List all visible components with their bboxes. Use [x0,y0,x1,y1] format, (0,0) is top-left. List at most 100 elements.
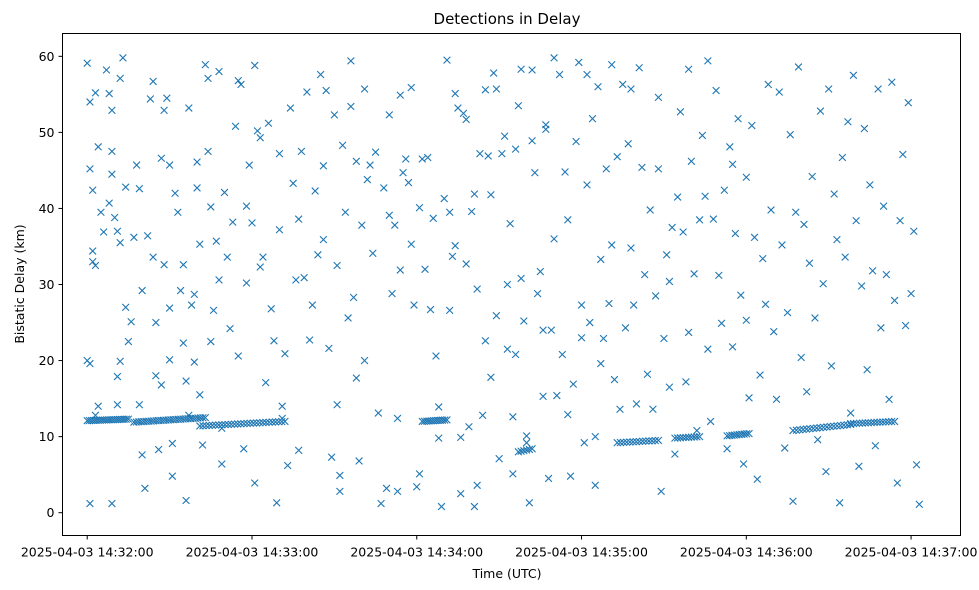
data-point-marker [250,61,259,70]
data-point-marker [676,108,685,116]
data-point-marker [481,85,490,94]
data-point-marker [753,475,762,484]
data-point-marker [456,433,465,442]
data-point-marker [243,419,251,428]
data-point-marker [542,125,550,134]
data-point-marker [344,314,352,322]
data-point-marker [157,154,166,163]
data-point-marker [462,115,470,124]
data-point-marker [882,270,891,279]
data-point-marker [855,419,864,428]
data-point-marker [618,80,627,89]
data-point-marker [775,88,784,96]
data-point-marker [539,326,547,334]
data-point-marker [459,109,468,118]
data-point-marker [580,438,589,447]
data-point-marker [528,445,536,453]
data-point-marker [591,432,600,441]
data-point-marker [812,424,821,432]
data-point-marker [86,98,94,106]
data-point-marker [849,419,858,428]
data-point-marker [679,228,687,236]
data-point-marker [709,215,718,223]
data-point-marker [252,419,261,427]
data-point-marker [632,400,641,408]
data-point-marker [91,261,100,270]
data-point-marker [873,418,881,427]
data-point-marker [583,181,591,189]
data-point-marker [887,417,896,426]
data-point-marker [336,471,344,480]
data-point-marker [525,445,534,454]
data-point-marker [783,308,792,317]
data-point-marker [907,289,915,298]
data-point-marker [275,225,284,234]
data-point-marker [415,470,424,478]
data-point-marker [558,350,567,359]
data-point-marker [83,59,92,67]
data-point-marker [840,421,848,429]
data-point-marker [138,451,146,459]
data-point-marker [113,400,122,409]
data-point-marker [473,481,481,490]
data-point-marker [723,445,731,453]
data-point-marker [256,133,265,142]
data-point-marker [94,143,102,151]
data-point-marker [165,304,174,312]
data-point-marker [805,259,814,267]
data-point-marker [97,208,105,217]
data-point-marker [374,409,383,417]
data-point-marker [149,253,157,261]
data-point-marker [514,101,523,110]
data-point-marker [434,403,443,411]
data-point-marker [220,188,229,197]
data-point-marker [259,253,267,261]
x-tick-label: 2025-04-03 14:32:00 [21,545,154,560]
data-point-marker [110,213,119,222]
data-point-marker [698,131,707,140]
data-point-marker [861,419,870,427]
data-point-marker [728,160,737,169]
data-point-marker [769,327,778,336]
data-point-marker [336,487,344,496]
data-point-marker [88,247,97,255]
data-point-marker [654,93,663,102]
data-point-marker [204,74,212,83]
y-tick-label: 30 [39,277,55,292]
data-point-marker [237,80,245,89]
data-point-marker [250,479,259,487]
data-point-marker [434,434,443,442]
data-point-marker [704,57,712,65]
data-point-marker [138,286,146,295]
data-point-marker [864,418,873,427]
data-point-marker [870,418,878,427]
data-point-marker [116,74,124,83]
data-point-marker [443,416,451,424]
data-point-marker [355,457,363,465]
data-point-marker [761,300,770,309]
data-point-marker [437,502,446,511]
data-point-marker [271,418,280,426]
data-point-marker [627,85,635,93]
data-point-marker [396,91,405,99]
data-point-marker [448,252,457,261]
data-point-marker [564,410,572,419]
data-point-marker [629,438,637,446]
data-point-marker [215,67,223,76]
data-point-marker [333,400,341,409]
data-point-marker [641,437,650,445]
data-point-marker [789,497,797,506]
data-point-marker [827,362,836,370]
data-point-marker [550,54,558,62]
data-point-marker [588,114,597,123]
data-point-marker [270,336,278,345]
data-point-marker [268,418,277,426]
data-point-marker [113,227,122,236]
data-point-marker [396,266,405,274]
data-point-marker [605,299,613,308]
y-axis-label: Bistatic Delay (km) [12,224,27,343]
data-point-marker [230,420,239,428]
data-point-marker [223,253,232,261]
x-tick-label: 2025-04-03 14:35:00 [515,545,648,560]
data-point-marker [297,147,306,156]
